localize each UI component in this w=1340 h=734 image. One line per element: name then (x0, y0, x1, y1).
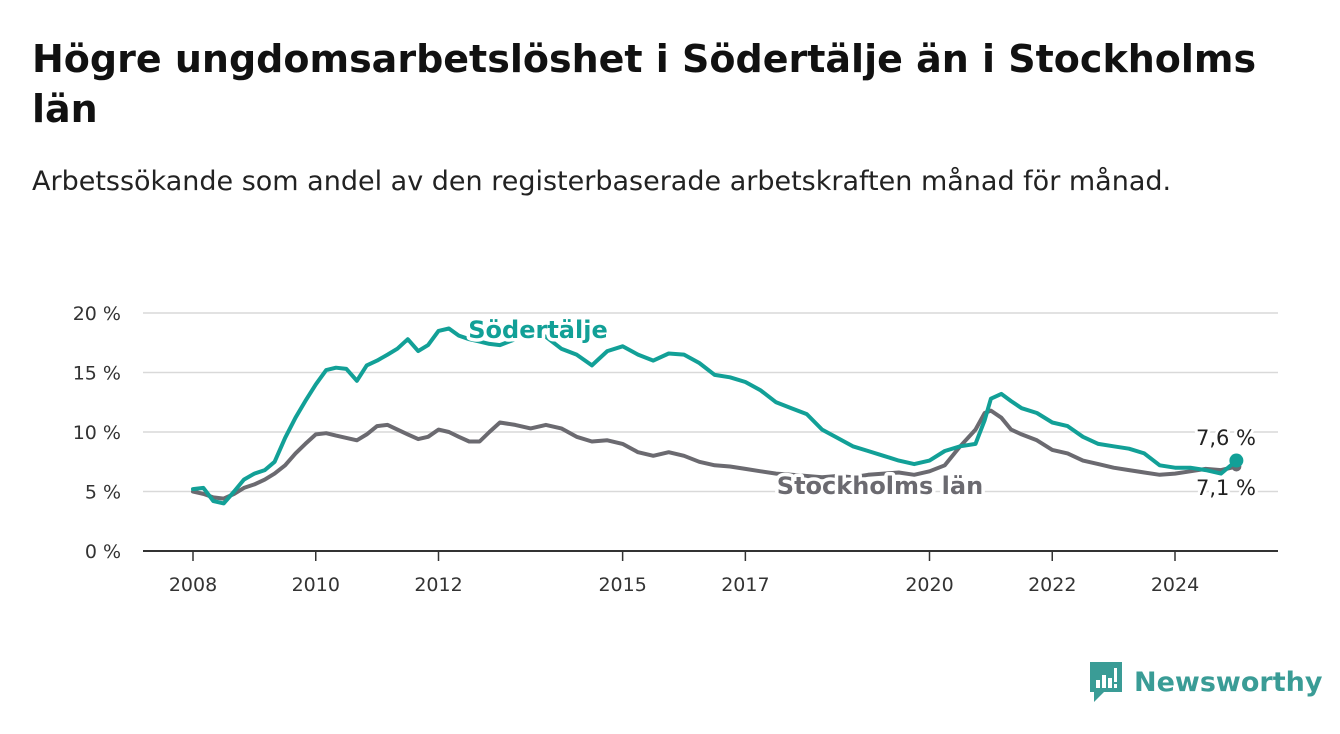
newsworthy-logo: Newsworthy (1088, 660, 1322, 704)
x-tick-label: 2020 (905, 574, 953, 596)
y-tick-label: 10 % (73, 422, 121, 444)
series-label-stockholm: Stockholms län (777, 472, 983, 500)
x-tick-label: 2008 (169, 574, 217, 596)
y-tick-label: 15 % (73, 363, 121, 385)
x-tick-label: 2015 (598, 574, 646, 596)
series-line-stockholm (191, 408, 1239, 501)
chart-subtitle: Arbetssökande som andel av den registerb… (32, 166, 1172, 197)
series-line-sodertalje (191, 326, 1239, 506)
y-axis-ticks: 0 % 5 % 10 % 15 % 20 % (73, 303, 121, 563)
end-value-label-sodertalje: 7,6 % (1196, 426, 1256, 450)
x-axis-ticks: 2008 2010 2012 2015 2017 2020 2022 2024 (169, 551, 1199, 596)
x-tick-label: 2017 (721, 574, 769, 596)
y-tick-label: 20 % (73, 303, 121, 325)
newsworthy-logo-icon (1090, 662, 1122, 702)
chart-title: Högre ungdomsarbetslöshet i Södertälje ä… (32, 37, 1257, 131)
series-labels: Södertälje Stockholms län 7,6 % 7,1 % (465, 313, 1259, 504)
series-lines (191, 326, 1244, 506)
y-tick-label: 5 % (85, 482, 121, 504)
series-end-point-sodertalje (1229, 453, 1244, 468)
x-tick-label: 2010 (292, 574, 340, 596)
gridlines (143, 312, 1278, 552)
series-label-sodertalje: Södertälje (468, 316, 607, 344)
end-value-label-stockholm: 7,1 % (1196, 476, 1256, 500)
brand-name: Newsworthy (1134, 666, 1323, 698)
x-tick-label: 2024 (1151, 574, 1199, 596)
y-tick-label: 0 % (85, 541, 121, 563)
x-tick-label: 2012 (414, 574, 462, 596)
x-tick-label: 2022 (1028, 574, 1076, 596)
